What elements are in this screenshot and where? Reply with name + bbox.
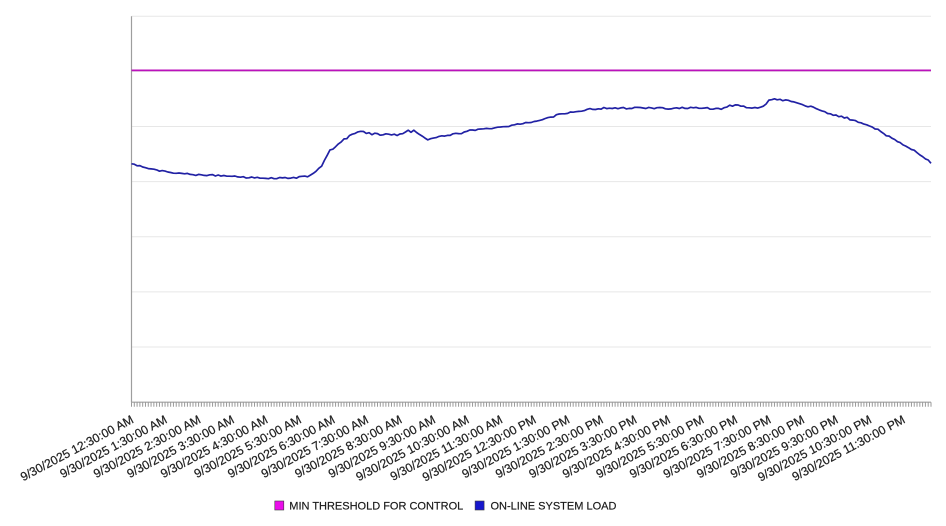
svg-text:ON-LINE SYSTEM LOAD: ON-LINE SYSTEM LOAD bbox=[491, 501, 617, 513]
svg-text:MIN THRESHOLD FOR CONTROL: MIN THRESHOLD FOR CONTROL bbox=[289, 501, 463, 513]
